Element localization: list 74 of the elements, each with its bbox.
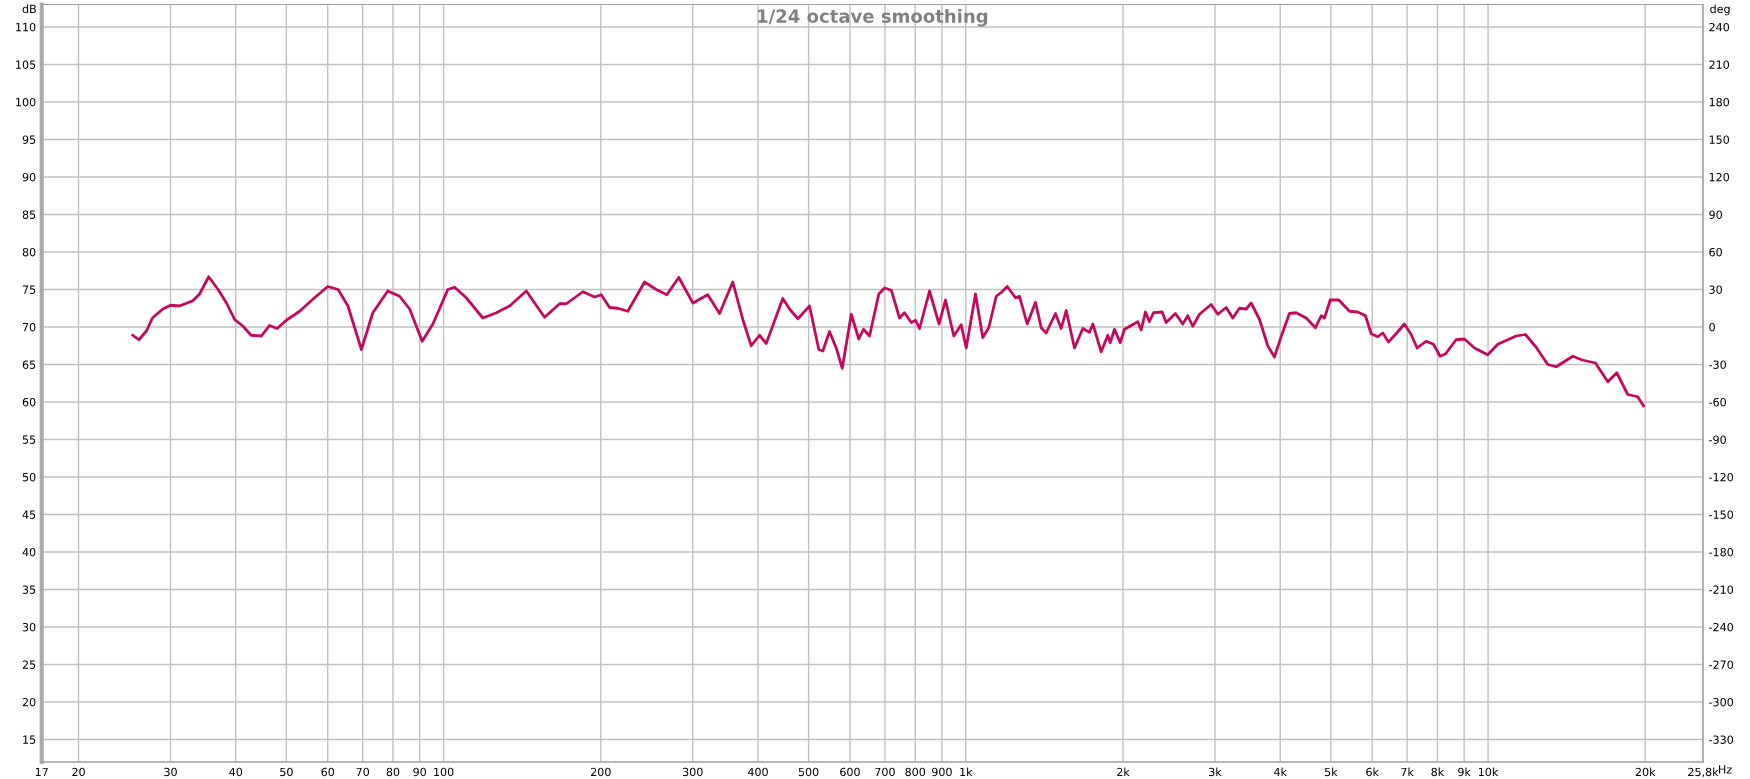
x-tick-label: 9k bbox=[1458, 767, 1471, 777]
y-tick-label: 80 bbox=[22, 247, 36, 257]
x-tick-label: 20k bbox=[1635, 767, 1656, 777]
y-tick-label: 30 bbox=[22, 622, 36, 632]
x-tick-label: 30 bbox=[164, 767, 177, 777]
y2-tick-label: -270 bbox=[1709, 660, 1734, 669]
x-tick-label: 3k bbox=[1209, 767, 1222, 777]
y2-tick-label: 120 bbox=[1709, 172, 1730, 182]
x-tick-label: 40 bbox=[229, 767, 243, 777]
y-tick-label: 110 bbox=[16, 22, 36, 32]
y-tick-label: 20 bbox=[22, 697, 36, 707]
y2-tick-label: -90 bbox=[1709, 435, 1726, 444]
y-tick-label: 100 bbox=[16, 97, 36, 107]
x-tick-label: 600 bbox=[840, 767, 860, 777]
y2-tick-label: -210 bbox=[1709, 585, 1734, 594]
x-tick-label: 5k bbox=[1324, 767, 1338, 777]
y-tick-label: 15 bbox=[23, 735, 36, 744]
y2-tick-label: 210 bbox=[1709, 60, 1730, 69]
x-tick-label: 6k bbox=[1366, 767, 1379, 777]
x-tick-label: 400 bbox=[747, 767, 768, 777]
x-tick-label: 1k bbox=[960, 767, 973, 776]
x-tick-label: 7k bbox=[1401, 767, 1414, 776]
y2-tick-label: -300 bbox=[1709, 697, 1734, 707]
y2-axis-title: deg bbox=[1710, 4, 1730, 16]
y-tick-label: 95 bbox=[22, 135, 36, 144]
x-tick-label: 8k bbox=[1431, 767, 1445, 777]
y2-tick-label: 150 bbox=[1709, 135, 1730, 144]
y2-tick-label: -180 bbox=[1709, 547, 1734, 557]
y-tick-label: 25 bbox=[22, 660, 36, 669]
x-tick-label: 100 bbox=[434, 767, 454, 777]
y2-tick-label: -60 bbox=[1709, 397, 1726, 407]
x-tick-label: 20 bbox=[72, 767, 85, 777]
y2-tick-label: -30 bbox=[1709, 360, 1726, 369]
x-axis-title: Hz bbox=[1719, 765, 1732, 774]
x-tick-label: 25,8k bbox=[1688, 767, 1719, 778]
x-tick-label: 2k bbox=[1117, 767, 1130, 776]
y-tick-label: 60 bbox=[22, 397, 36, 407]
x-tick-label: 60 bbox=[321, 767, 335, 777]
chart-title: 1/24 octave smoothing bbox=[758, 8, 988, 27]
x-tick-label: 80 bbox=[386, 767, 400, 777]
y2-tick-label: -120 bbox=[1709, 472, 1734, 482]
y-tick-label: 85 bbox=[22, 210, 36, 219]
y-tick-label: 65 bbox=[22, 360, 36, 369]
x-tick-label: 200 bbox=[591, 767, 611, 777]
y-tick-label: 45 bbox=[22, 510, 36, 519]
x-tick-label: 300 bbox=[682, 767, 703, 777]
x-tick-label: 4k bbox=[1274, 767, 1287, 776]
y2-tick-label: 0 bbox=[1709, 322, 1715, 332]
x-tick-label: 10k bbox=[1478, 767, 1499, 777]
y-tick-label: 35 bbox=[22, 585, 36, 594]
y2-tick-label: 90 bbox=[1709, 210, 1722, 219]
x-tick-label: 90 bbox=[413, 767, 427, 777]
x-tick-label: 17 bbox=[35, 767, 48, 776]
y-tick-label: 40 bbox=[22, 547, 36, 557]
x-tick-label: 800 bbox=[905, 767, 926, 777]
y-tick-label: 105 bbox=[16, 60, 36, 69]
y-axis-title: dB bbox=[22, 4, 36, 14]
x-tick-label: 50 bbox=[280, 767, 293, 777]
y2-tick-label: 60 bbox=[1709, 247, 1722, 257]
x-tick-label: 700 bbox=[875, 767, 895, 777]
y2-tick-label: -240 bbox=[1709, 622, 1734, 632]
x-tick-label: 70 bbox=[356, 767, 370, 777]
y2-tick-label: 30 bbox=[1709, 285, 1722, 294]
y-tick-label: 50 bbox=[22, 472, 36, 482]
y2-tick-label: -330 bbox=[1709, 735, 1734, 744]
y-tick-label: 90 bbox=[22, 172, 36, 182]
x-tick-label: 500 bbox=[798, 767, 819, 777]
y2-tick-label: 240 bbox=[1709, 22, 1730, 32]
y-tick-label: 70 bbox=[22, 322, 36, 332]
y2-tick-label: 180 bbox=[1709, 97, 1730, 107]
x-tick-label: 900 bbox=[932, 767, 952, 777]
y-tick-label: 55 bbox=[22, 435, 36, 444]
y2-tick-label: -150 bbox=[1709, 510, 1734, 519]
y-tick-label: 75 bbox=[22, 285, 36, 294]
